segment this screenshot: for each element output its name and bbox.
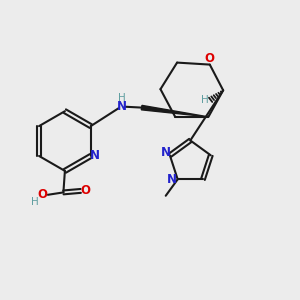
Text: H: H (118, 93, 125, 103)
Text: O: O (205, 52, 215, 64)
Text: O: O (38, 188, 47, 201)
Text: O: O (80, 184, 91, 197)
Text: H: H (201, 95, 208, 105)
Polygon shape (141, 105, 208, 117)
Text: H: H (32, 197, 39, 207)
Text: N: N (117, 100, 127, 113)
Text: N: N (167, 173, 177, 186)
Text: N: N (90, 149, 100, 163)
Text: N: N (161, 146, 171, 159)
